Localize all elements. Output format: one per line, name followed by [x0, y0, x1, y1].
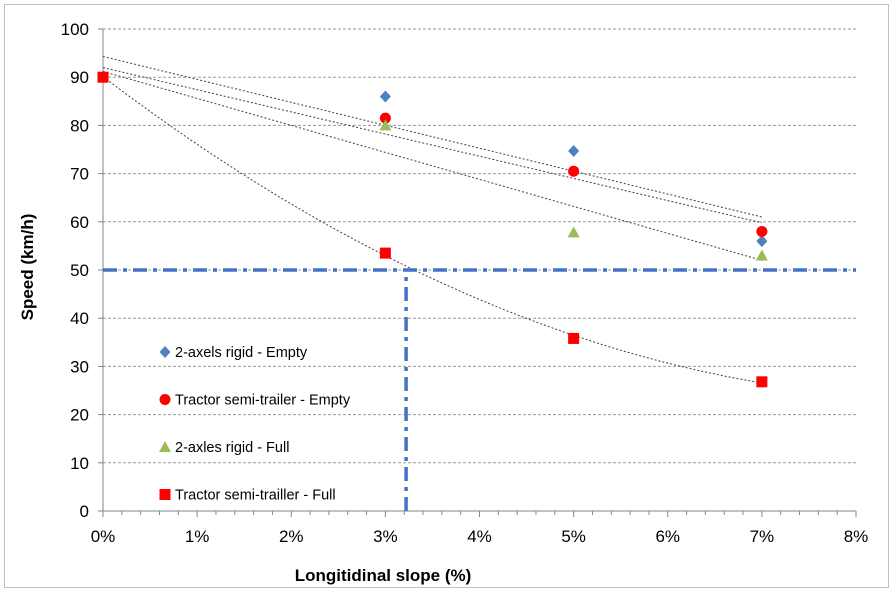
x-tick-label: 3%: [373, 527, 398, 546]
data-point-diamond: [568, 144, 580, 157]
y-tick-label: 10: [70, 454, 89, 473]
axes: 0 10 20 30 40 50 60 70 80 90 100 0% 1% 2% 3% 4% 5% 6% 7% 8%: [61, 20, 869, 546]
x-tick-label: 5%: [561, 527, 586, 546]
data-point-square: [97, 71, 109, 83]
y-tick-label: 30: [70, 357, 89, 376]
y-tick-label: 20: [70, 406, 89, 425]
grid-lines: [103, 28, 856, 464]
trendline: [102, 55, 762, 218]
x-axis-title: Longitidinal slope (%): [295, 566, 472, 585]
data-point-square: [568, 332, 580, 344]
legend-label: Tractor semi-trailer - Empty: [175, 393, 351, 409]
y-tick-label: 50: [70, 261, 89, 280]
data-point-circle: [568, 165, 580, 177]
data-point-diamond: [756, 235, 768, 248]
legend-label: 2-axels rigid - Empty: [175, 345, 308, 361]
trendline: [102, 70, 763, 261]
x-tick-label: 2%: [279, 527, 304, 546]
x-tick-label: 4%: [467, 527, 492, 546]
y-axis-title: Speed (km/h): [18, 214, 37, 321]
reference-lines: [103, 268, 856, 511]
data-point-circle: [379, 112, 391, 124]
y-tick-label: 100: [61, 20, 89, 39]
data-point-diamond: [379, 90, 391, 103]
legend-marker-square: [159, 489, 171, 500]
legend-label: Tractor semi-trailler - Full: [175, 488, 336, 504]
data-point-triangle: [379, 119, 392, 131]
y-tick-label: 40: [70, 309, 89, 328]
trendlines: [102, 55, 763, 384]
legend-marker-triangle: [159, 441, 171, 452]
trendline: [102, 67, 762, 224]
data-point-circle: [756, 225, 768, 237]
trendline: [102, 76, 762, 384]
chart-frame: 0 10 20 30 40 50 60 70 80 90 100 0% 1% 2% 3% 4% 5% 6% 7% 8%…: [4, 4, 889, 588]
y-tick-label: 0: [80, 502, 89, 521]
data-point-triangle: [755, 249, 768, 261]
x-tick-label: 8%: [844, 527, 869, 546]
x-tick-label: 7%: [750, 527, 775, 546]
y-tick-label: 60: [70, 213, 89, 232]
legend: 2-axels rigid - Empty Tractor semi-traile…: [159, 345, 351, 504]
data-point-square: [756, 376, 768, 388]
data-point-triangle: [567, 226, 580, 238]
x-tick-label: 6%: [655, 527, 680, 546]
legend-marker-diamond: [159, 346, 171, 358]
y-tick-label: 90: [70, 68, 89, 87]
y-tick-label: 80: [70, 116, 89, 135]
y-tick-label: 70: [70, 165, 89, 184]
legend-marker-circle: [159, 394, 171, 405]
x-tick-label: 0%: [91, 527, 116, 546]
data-markers: [97, 71, 768, 388]
legend-label: 2-axles rigid - Full: [175, 440, 289, 456]
data-point-square: [379, 247, 391, 259]
x-tick-label: 1%: [185, 527, 210, 546]
speed-vs-slope-chart: 0 10 20 30 40 50 60 70 80 90 100 0% 1% 2% 3% 4% 5% 6% 7% 8%…: [18, 20, 869, 585]
